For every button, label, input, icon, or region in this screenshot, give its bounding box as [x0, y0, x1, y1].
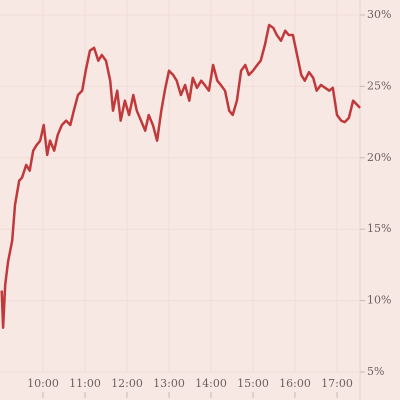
x-tick-label: 15:00 [237, 377, 269, 390]
y-tick-label: 20% [367, 151, 391, 164]
x-tick-label: 14:00 [195, 377, 227, 390]
y-tick-label: 5% [367, 365, 384, 378]
y-tick-label: 10% [367, 294, 391, 307]
x-tick-label: 16:00 [279, 377, 311, 390]
x-tick-label: 12:00 [111, 377, 143, 390]
x-tick-label: 17:00 [321, 377, 353, 390]
data-line [0, 23, 361, 329]
x-tick-label: 10:00 [27, 377, 59, 390]
y-tick-label: 30% [367, 8, 391, 21]
y-tick-label: 15% [367, 222, 391, 235]
y-tick-label: 25% [367, 79, 391, 92]
x-tick-label: 13:00 [153, 377, 185, 390]
x-tick-label: 11:00 [69, 377, 101, 390]
